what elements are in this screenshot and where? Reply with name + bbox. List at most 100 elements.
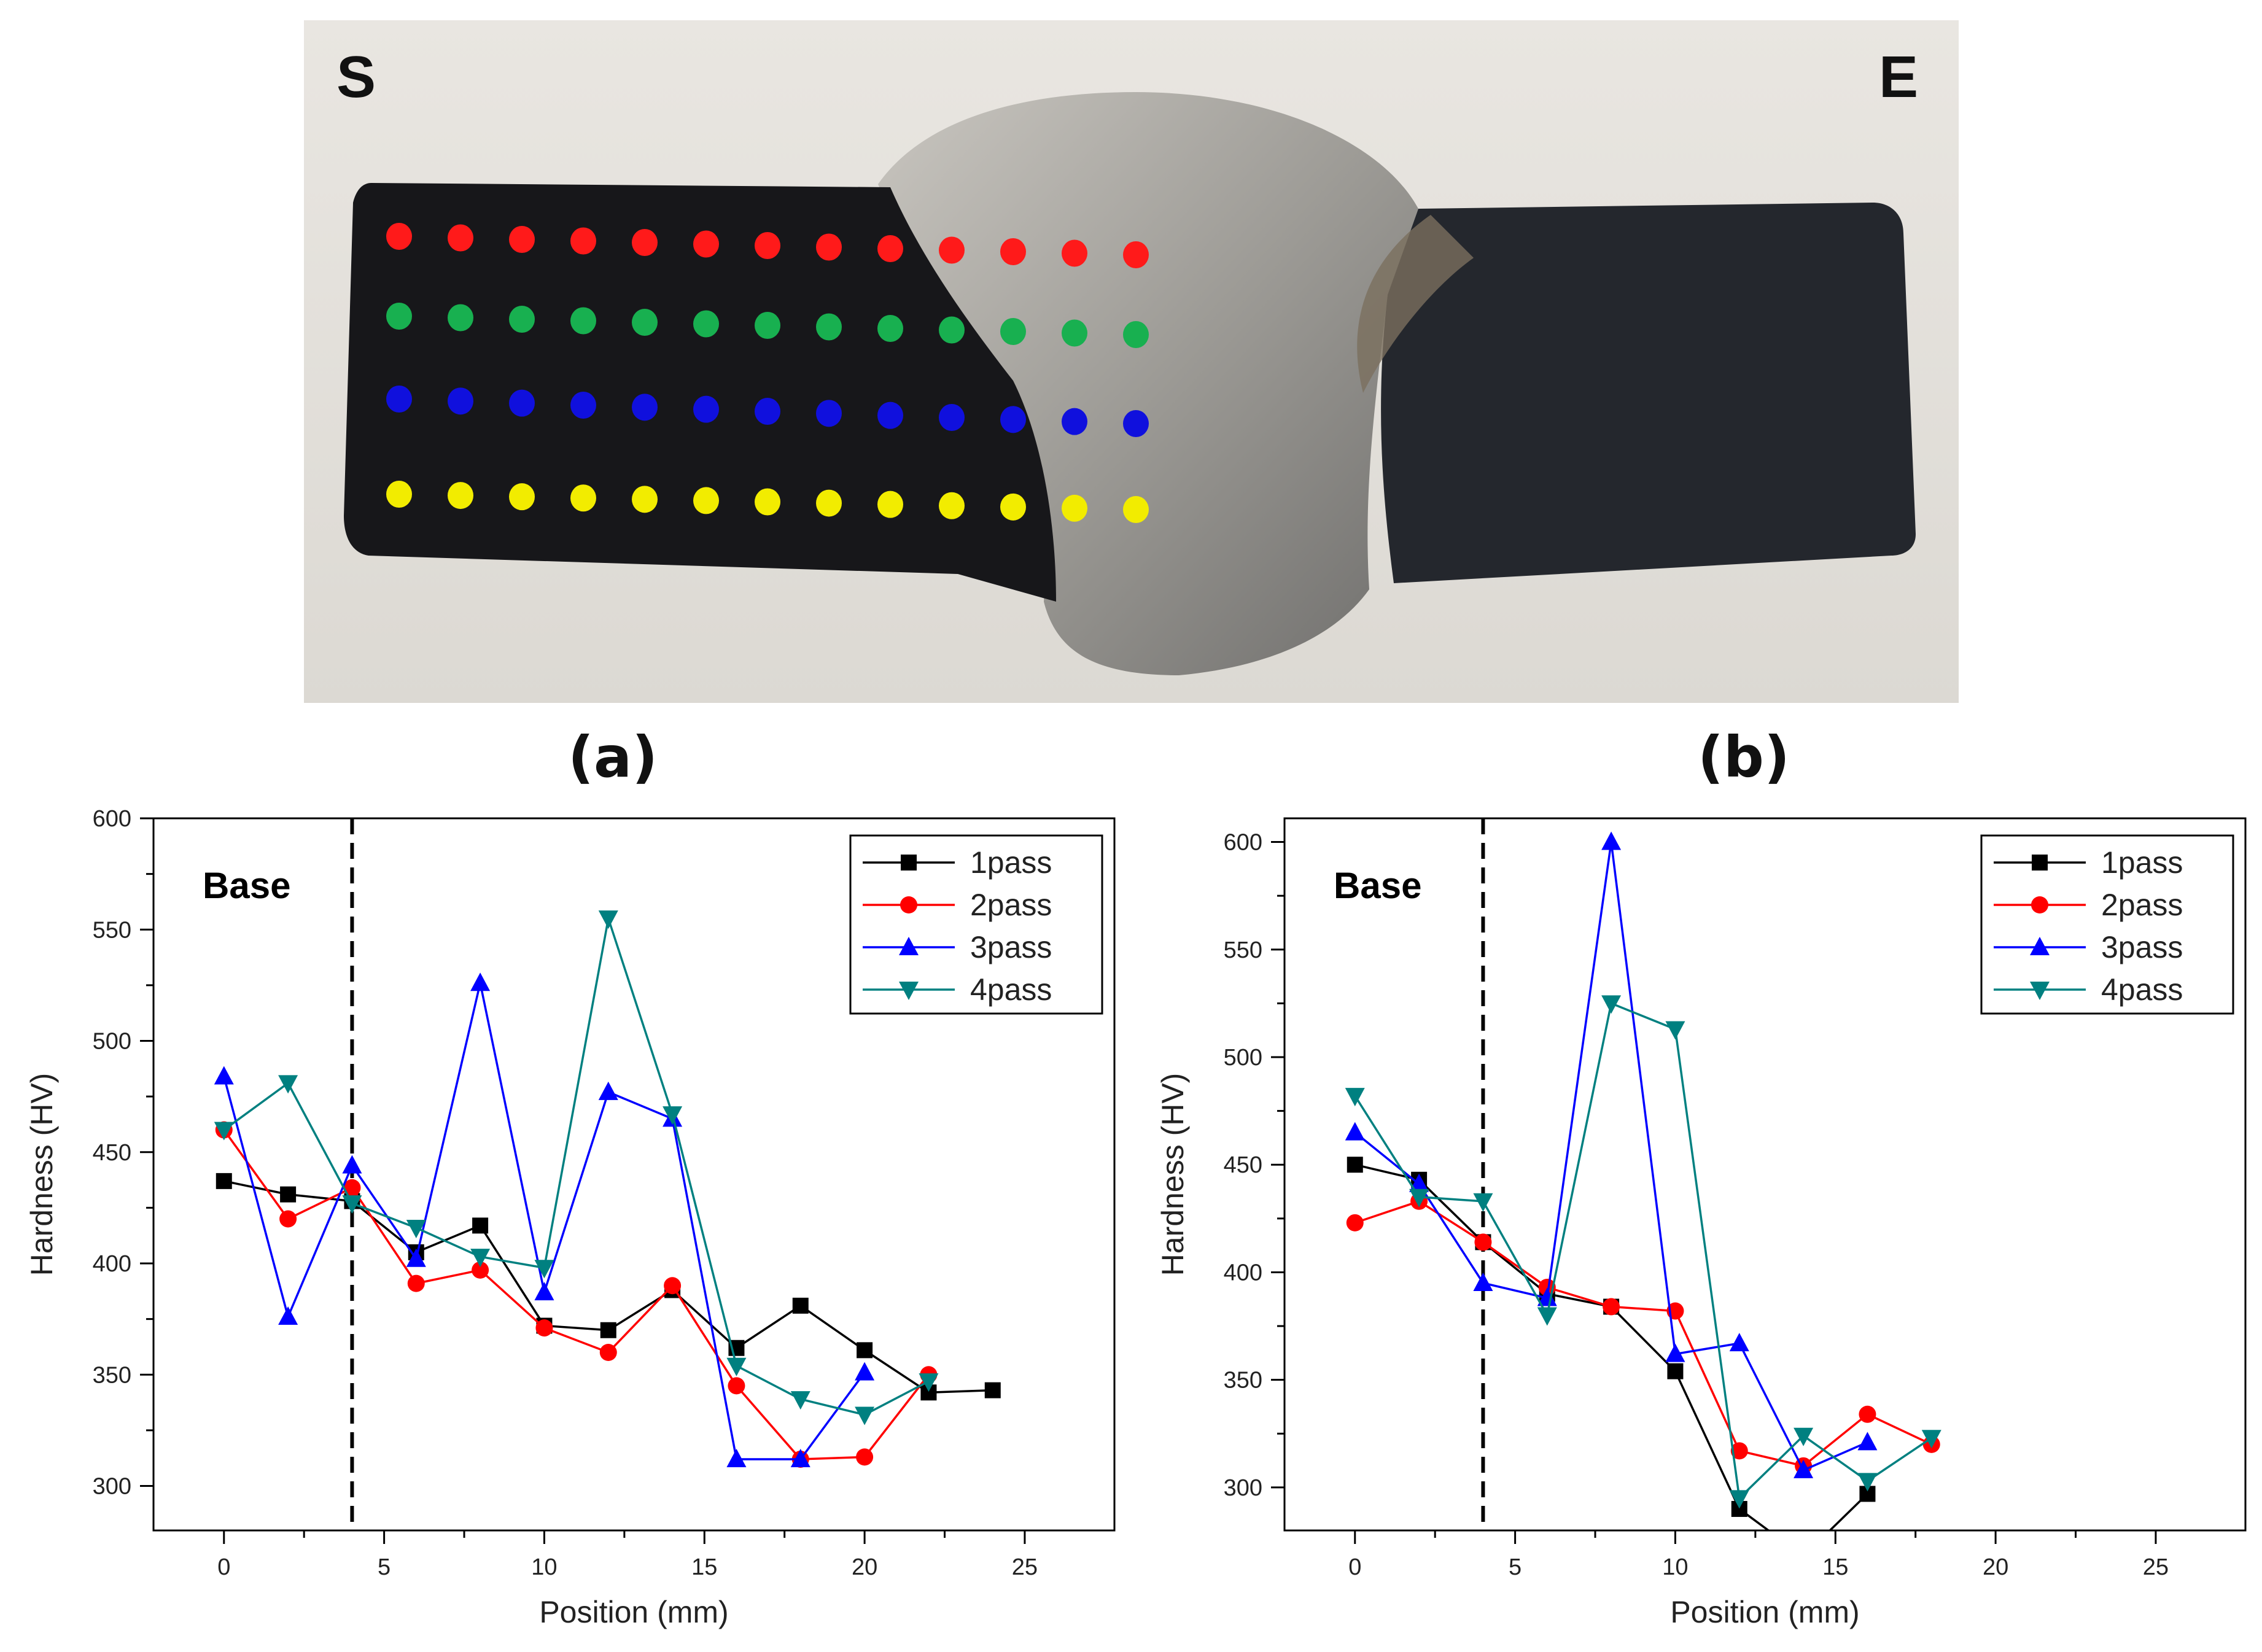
indent-dot-blue <box>877 401 903 429</box>
point-4pass <box>214 1122 234 1141</box>
legend-marker-1pass <box>2032 855 2048 871</box>
series-line-3pass <box>223 982 866 1460</box>
series-line-4pass <box>223 918 930 1416</box>
point-3pass <box>1857 1432 1878 1451</box>
series-line-2pass <box>223 1129 930 1460</box>
indent-dot-blue <box>509 389 535 417</box>
point-3pass <box>214 1066 234 1085</box>
hardness-chart-b: 0 5 10 15 20 25 300 350 400 450 500 550 600 Position … <box>1156 817 2247 1629</box>
y-tick-label: 400 <box>93 1251 131 1277</box>
point-2pass <box>728 1377 745 1395</box>
indent-dot-blue <box>816 400 842 427</box>
y-tick-label: 500 <box>1224 1045 1262 1071</box>
indent-dot-yellow <box>755 488 780 516</box>
indent-dot-yellow <box>939 492 965 519</box>
point-2pass <box>1603 1298 1620 1316</box>
legend-marker-4pass <box>2030 982 2050 1000</box>
point-3pass <box>1537 1287 1557 1306</box>
indent-dot-blue <box>1062 408 1087 435</box>
legend-label-3pass: 3pass <box>2101 930 2183 964</box>
point-4pass <box>1601 995 1622 1014</box>
indent-dot-yellow <box>448 482 473 510</box>
end-label: E <box>1879 44 1918 110</box>
indentation-dot-grid <box>386 223 1149 523</box>
point-3pass <box>1345 1122 1365 1141</box>
point-4pass <box>790 1391 810 1410</box>
point-4pass <box>598 910 618 929</box>
x-tick-label: 10 <box>531 1554 557 1580</box>
point-4pass <box>470 1249 491 1268</box>
hardness-chart-a: 0 5 10 15 20 25 300 350 400 450 500 550 600 Position … <box>25 806 1116 1629</box>
point-4pass <box>1345 1088 1365 1107</box>
indent-dot-green <box>1000 318 1026 345</box>
indent-dot-green <box>693 310 719 338</box>
indent-dot-red <box>1062 239 1087 267</box>
legend-label-1pass: 1pass <box>2101 845 2183 880</box>
start-label: S <box>336 44 376 110</box>
point-2pass <box>279 1210 297 1228</box>
indent-dot-blue <box>755 398 780 425</box>
indent-dot-yellow <box>816 489 842 517</box>
base-annotation: Base <box>1334 865 1421 906</box>
point-4pass <box>534 1260 554 1279</box>
x-tick-label: 5 <box>1509 1554 1522 1580</box>
legend-box <box>849 834 1103 1015</box>
point-3pass <box>278 1306 298 1325</box>
point-4pass <box>855 1406 875 1425</box>
indent-dot-green <box>570 307 596 335</box>
point-4pass <box>663 1106 683 1125</box>
y-tick-label: 450 <box>1224 1152 1262 1178</box>
indent-dot-blue <box>939 404 965 431</box>
x-tick-label: 0 <box>217 1554 230 1580</box>
legend-marker-1pass <box>901 855 917 871</box>
y-tick-label: 350 <box>1224 1368 1262 1394</box>
x-tick-label: 15 <box>691 1554 717 1580</box>
point-3pass <box>1665 1343 1685 1362</box>
point-2pass <box>856 1448 874 1466</box>
y-tick-label: 600 <box>93 806 131 832</box>
indent-dot-yellow <box>632 486 658 513</box>
point-4pass <box>1794 1427 1814 1446</box>
point-1pass <box>792 1297 809 1314</box>
point-2pass <box>1859 1405 1876 1423</box>
indent-dot-red <box>755 232 780 259</box>
plot-frame <box>152 817 1116 1532</box>
x-axis-label: Position (mm) <box>1670 1595 1859 1629</box>
legend-label-2pass: 2pass <box>2101 888 2183 922</box>
indent-dot-yellow <box>1000 493 1026 521</box>
x-axis-label: Position (mm) <box>539 1595 728 1629</box>
series-group <box>1345 831 1941 1530</box>
point-4pass <box>1409 1189 1429 1208</box>
indent-dot-yellow <box>877 491 903 518</box>
point-1pass <box>984 1382 1001 1398</box>
indent-dot-blue <box>386 386 412 413</box>
indent-dot-blue <box>1123 410 1149 437</box>
legend-label-3pass: 3pass <box>970 930 1052 964</box>
heat-affected-zone <box>1357 215 1474 393</box>
point-2pass <box>343 1179 361 1196</box>
right-plate <box>1381 203 1916 583</box>
point-2pass <box>599 1344 617 1361</box>
point-2pass <box>535 1319 553 1337</box>
point-3pass <box>726 1449 747 1467</box>
indent-dot-red <box>509 226 535 253</box>
legend-label-1pass: 1pass <box>970 845 1052 880</box>
point-2pass <box>472 1261 489 1279</box>
y-tick-label: 450 <box>93 1140 131 1166</box>
indent-dot-red <box>1123 241 1149 268</box>
point-2pass <box>664 1277 682 1295</box>
y-tick-label: 300 <box>1224 1475 1262 1501</box>
y-tick-label: 400 <box>1224 1260 1262 1286</box>
indent-dot-green <box>386 303 412 330</box>
point-4pass <box>1537 1307 1557 1326</box>
indent-dot-green <box>632 309 658 336</box>
x-tick-label: 25 <box>2143 1554 2169 1580</box>
series-line-1pass <box>1354 1163 1868 1530</box>
indent-dot-green <box>1123 321 1149 348</box>
legend-marker-4pass <box>899 982 919 1000</box>
point-4pass <box>342 1195 362 1214</box>
y-tick-label: 550 <box>93 917 131 943</box>
indent-dot-red <box>816 233 842 261</box>
indent-dot-red <box>632 229 658 256</box>
